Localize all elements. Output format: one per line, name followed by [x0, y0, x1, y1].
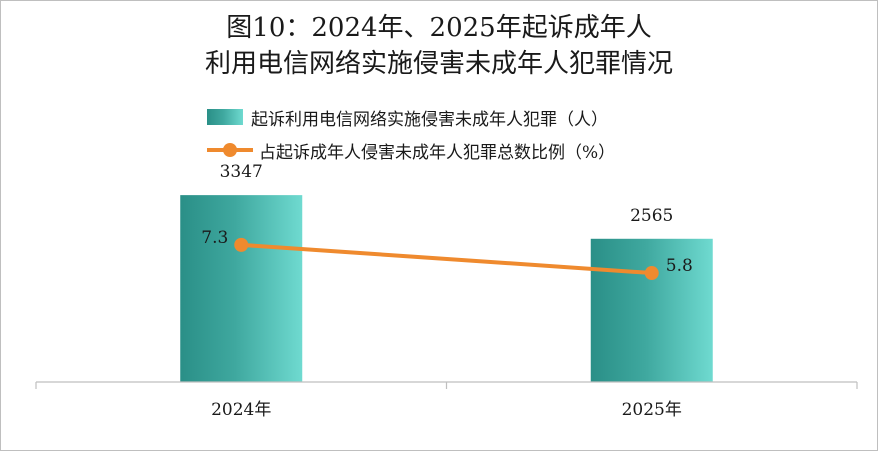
bar-value-label: 3347: [220, 162, 263, 182]
legend-bar-label: 起诉利用电信网络实施侵害未成年人犯罪（人）: [251, 109, 608, 130]
ratio-point: [234, 237, 249, 252]
x-tick-label: 2025年: [622, 400, 682, 420]
ratio-value-label: 7.3: [201, 228, 228, 248]
legend-bar-swatch: [207, 109, 243, 125]
legend-entry-line: 占起诉成年人侵害未成年人犯罪总数比例（%）: [207, 138, 616, 163]
bar-value-label: 2565: [630, 206, 673, 226]
ratio-point: [644, 266, 659, 281]
x-tick-label: 2024年: [211, 400, 271, 420]
chart-title-line-2: 利用电信网络实施侵害未成年人犯罪情况: [204, 49, 673, 79]
bar-2025年: [590, 238, 713, 382]
ratio-value-label: 5.8: [666, 256, 693, 276]
chart-title-line-1: 图10：2024年、2025年起诉成年人: [226, 13, 652, 43]
ratio-line: [239, 242, 654, 276]
legend-line-label: 占起诉成年人侵害未成年人犯罪总数比例（%）: [259, 142, 616, 163]
legend-entry-bar: 起诉利用电信网络实施侵害未成年人犯罪（人）: [207, 105, 608, 130]
bar-2024年: [180, 195, 303, 382]
legend-line-swatch: [207, 142, 253, 158]
